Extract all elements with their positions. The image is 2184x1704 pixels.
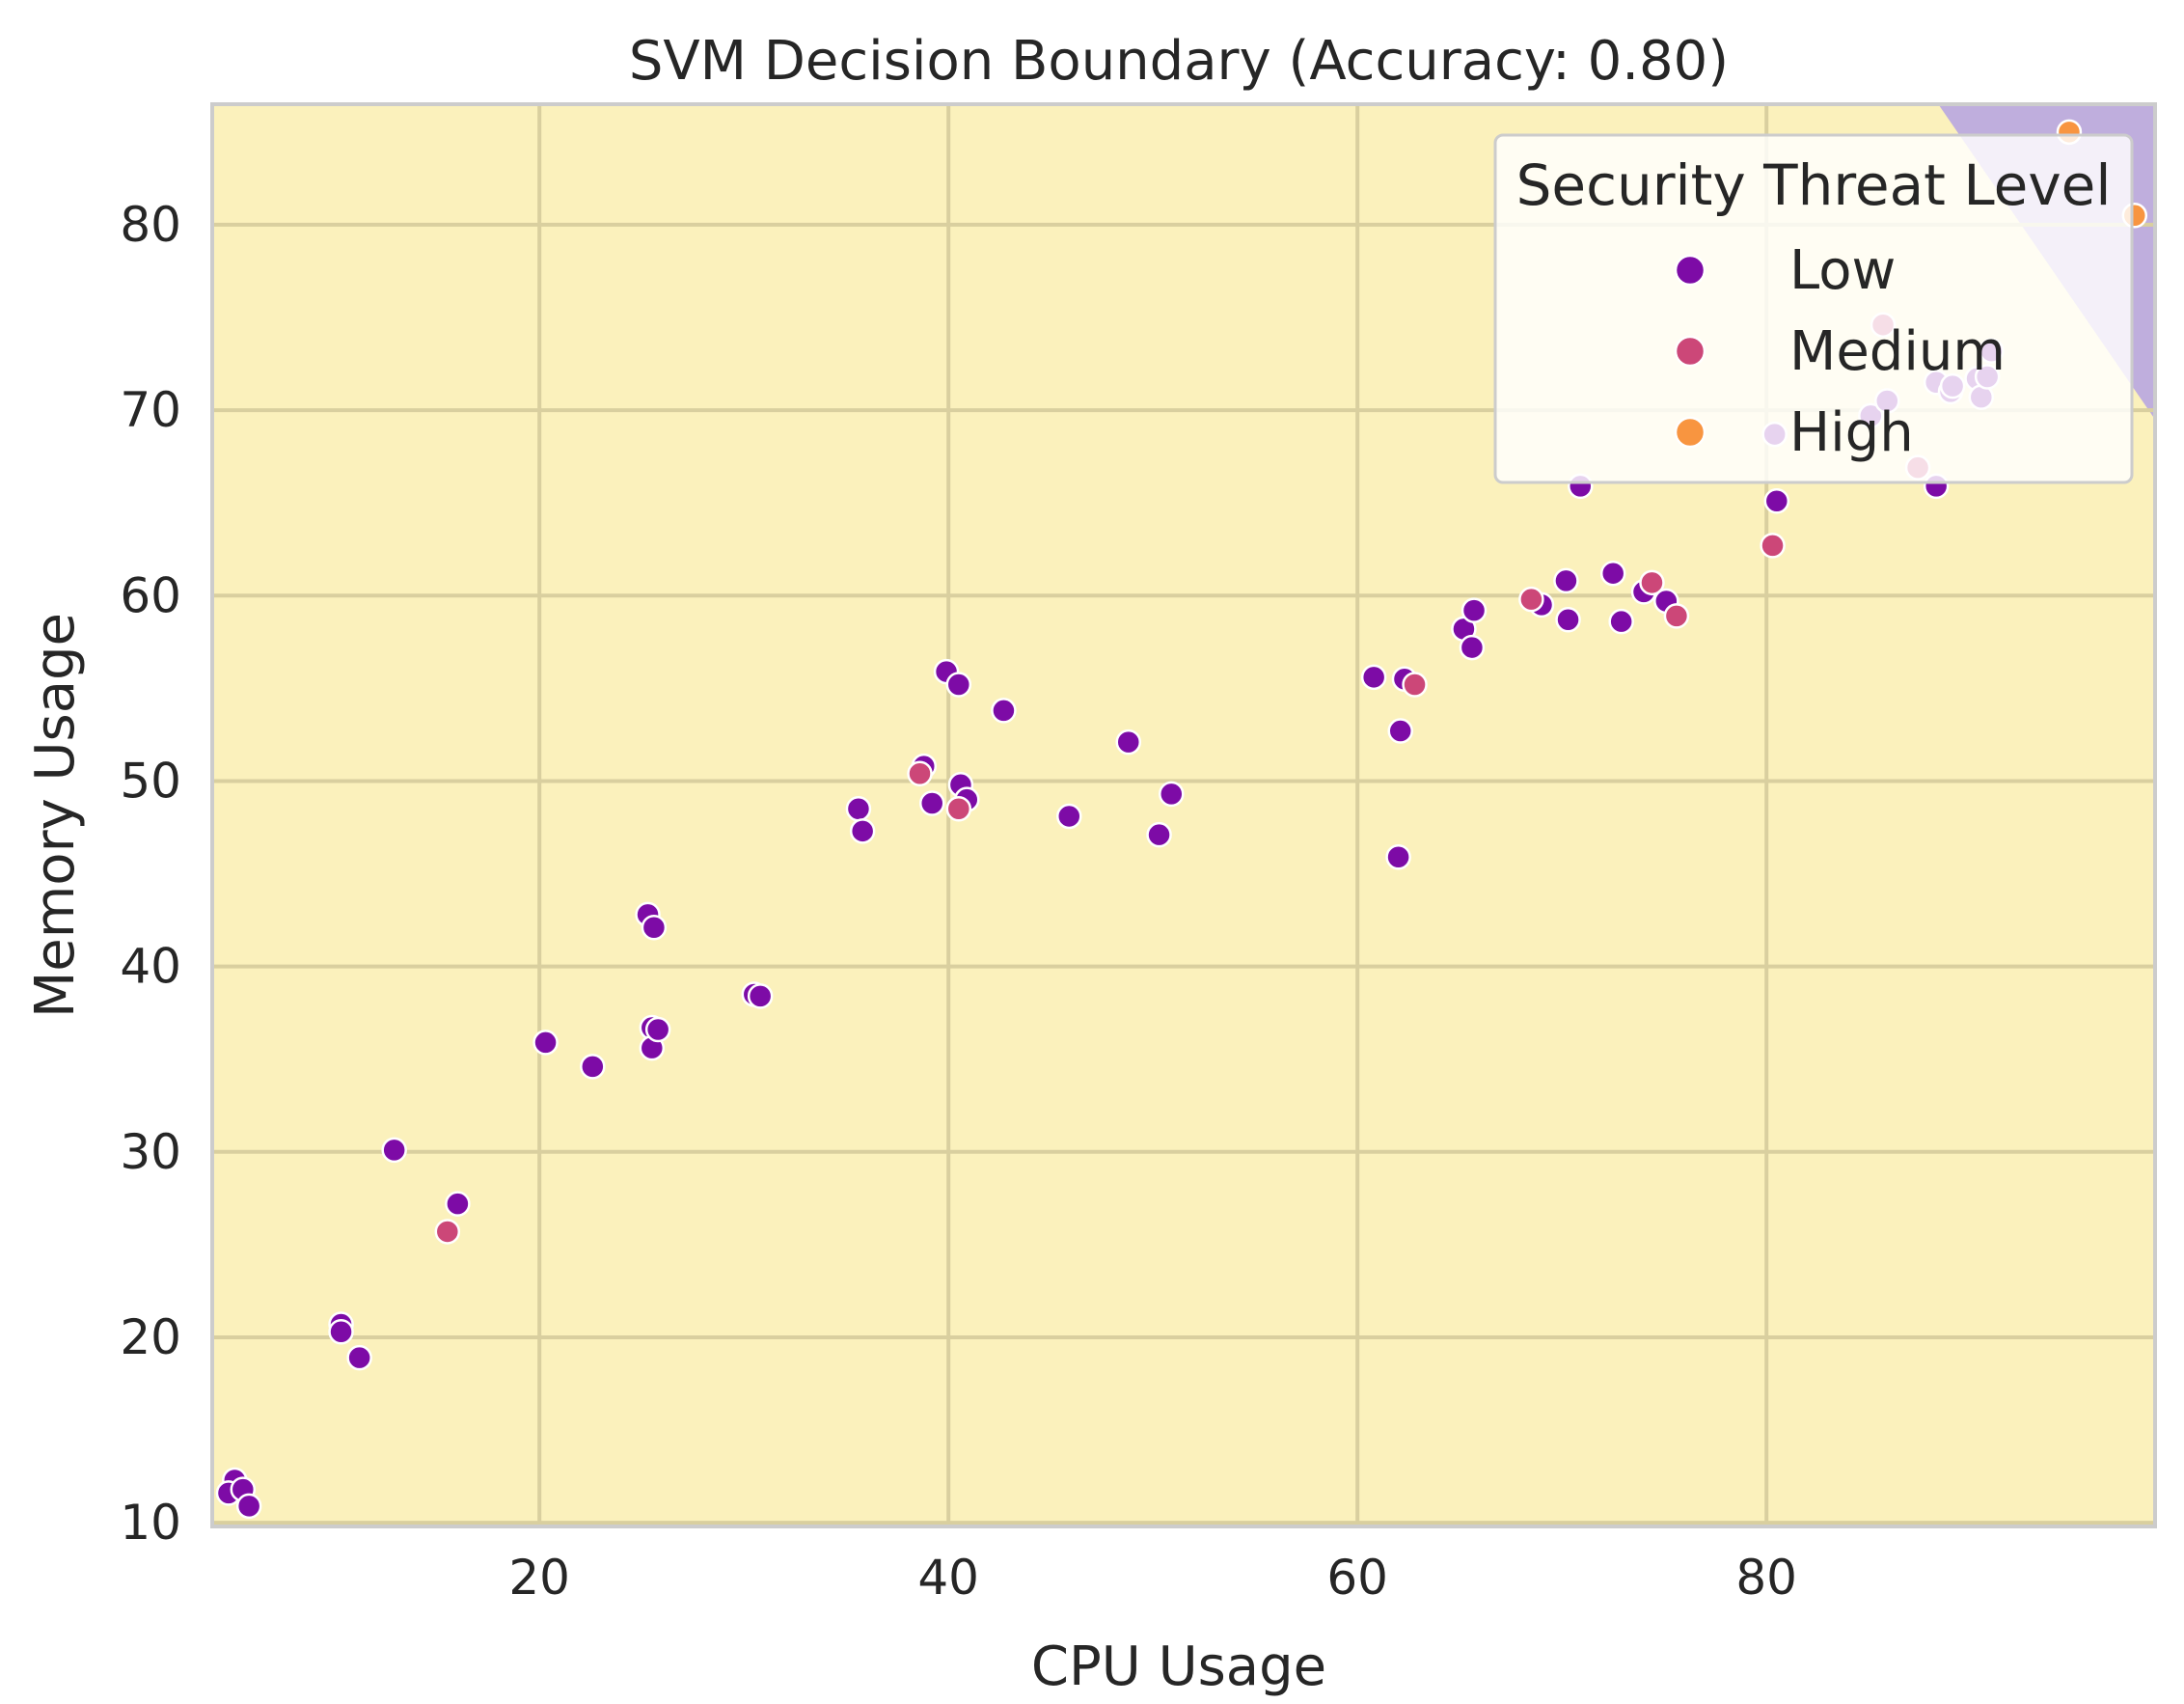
- data-point-low: [1385, 843, 1411, 870]
- x-axis-label: CPU Usage: [1031, 1635, 1326, 1698]
- legend-box: [1493, 133, 2134, 484]
- x-tick-label: 60: [1326, 1550, 1388, 1606]
- data-point-low: [1599, 560, 1626, 587]
- x-tick-label: 80: [1735, 1550, 1797, 1606]
- y-tick-label: 30: [120, 1124, 181, 1180]
- data-point-low: [235, 1493, 262, 1520]
- data-point-low: [1763, 488, 1790, 514]
- legend-marker-low: [1674, 254, 1706, 287]
- legend-label-low: Low: [1789, 239, 1896, 302]
- legend-marker-medium: [1674, 335, 1706, 368]
- data-point-medium: [1663, 603, 1690, 629]
- data-point-medium: [907, 760, 933, 787]
- data-point-low: [845, 796, 872, 822]
- data-point-low: [1461, 597, 1488, 623]
- data-point-low: [532, 1030, 559, 1056]
- data-point-low: [1146, 821, 1172, 848]
- y-axis-label: Memory Usage: [24, 613, 87, 1018]
- data-point-low: [445, 1191, 471, 1217]
- legend-title: Security Threat Level: [1516, 152, 2112, 218]
- x-tick-label: 20: [508, 1550, 570, 1606]
- data-point-medium: [1518, 586, 1544, 613]
- y-tick-label: 50: [120, 753, 181, 809]
- data-point-low: [1056, 803, 1082, 830]
- data-point-medium: [434, 1219, 461, 1245]
- data-point-medium: [1639, 569, 1665, 596]
- data-point-low: [580, 1054, 606, 1080]
- y-tick-label: 70: [120, 382, 181, 438]
- data-point-medium: [1760, 533, 1786, 559]
- axis-ticks: 20 40 60 80 10 20 30 40 50 60 70 80: [120, 197, 1797, 1606]
- data-point-low: [1159, 781, 1185, 808]
- data-point-low: [1459, 634, 1486, 661]
- chart-title: SVM Decision Boundary (Accuracy: 0.80): [629, 30, 1729, 93]
- legend-marker-high: [1674, 416, 1706, 449]
- legend-label-high: High: [1789, 401, 1914, 464]
- data-point-low: [346, 1344, 372, 1371]
- data-point-low: [1360, 664, 1387, 691]
- data-point-low: [945, 672, 972, 698]
- y-tick-label: 80: [120, 197, 181, 253]
- data-point-low: [849, 818, 876, 844]
- y-tick-label: 10: [120, 1495, 181, 1551]
- data-point-low: [1608, 608, 1634, 635]
- data-point-low: [644, 1016, 671, 1043]
- y-tick-label: 20: [120, 1309, 181, 1365]
- data-point-medium: [945, 796, 972, 822]
- data-point-low: [641, 915, 668, 941]
- data-point-low: [1387, 718, 1413, 744]
- data-point-low: [381, 1137, 407, 1164]
- plot-frame: [210, 102, 2157, 1528]
- data-point-low: [747, 983, 774, 1009]
- data-point-low: [918, 790, 945, 816]
- x-tick-label: 40: [917, 1550, 979, 1606]
- data-point-low: [1115, 728, 1142, 756]
- y-tick-label: 40: [120, 939, 181, 995]
- legend: Security Threat Level Low Medium High: [1493, 133, 2134, 484]
- y-tick-label: 60: [120, 567, 181, 623]
- data-point-low: [1553, 567, 1579, 594]
- data-point-low: [328, 1318, 354, 1345]
- data-point-low: [1555, 607, 1581, 633]
- data-point-low: [991, 698, 1017, 724]
- legend-label-medium: Medium: [1789, 320, 2006, 383]
- data-point-medium: [1402, 672, 1428, 698]
